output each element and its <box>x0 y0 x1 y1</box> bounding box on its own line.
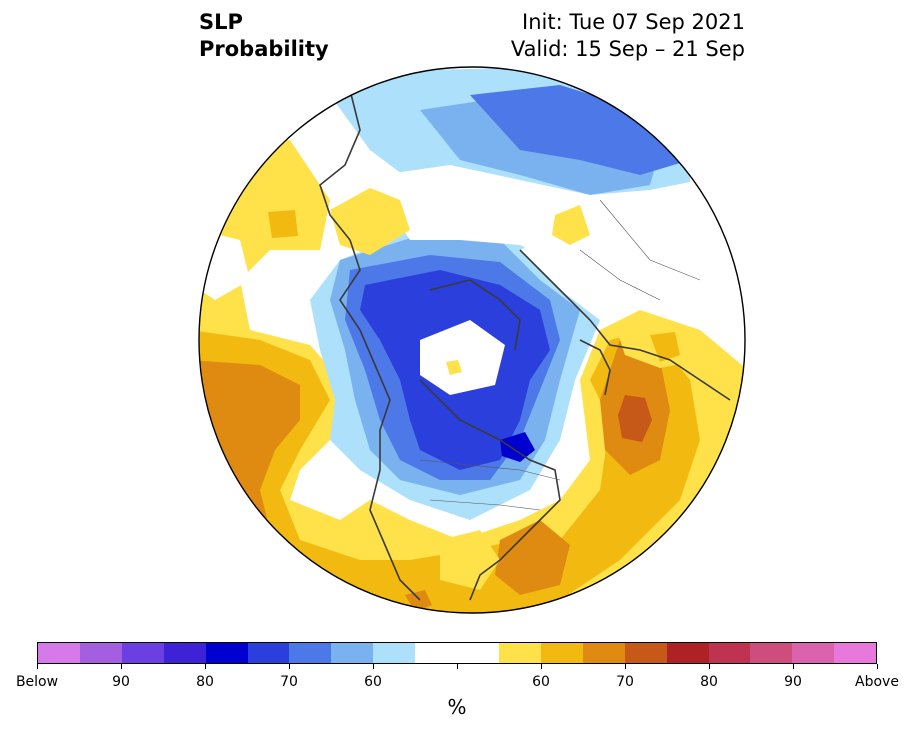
map-boundary <box>198 66 746 614</box>
colorbar-tick <box>37 664 38 669</box>
colorbar-swatch <box>708 643 751 663</box>
colorbar-swatch <box>121 643 164 663</box>
colorbar-swatch <box>205 643 248 663</box>
colorbar-swatch <box>163 643 206 663</box>
colorbar-tick <box>625 664 626 669</box>
border-line-3 <box>599 199 701 281</box>
atlantic-rust-core <box>618 395 652 442</box>
valid-range: Valid: 15 Sep – 21 Sep <box>510 37 745 61</box>
product-label: Probability <box>199 37 329 61</box>
border-line-1 <box>419 459 561 481</box>
colorbar-tick <box>205 664 206 669</box>
greenland-coastline <box>579 339 611 396</box>
gulf-yellow-region <box>440 530 500 590</box>
pacific-gold-region <box>199 330 700 613</box>
coastlines <box>319 89 731 601</box>
gulf-orange-region <box>495 520 570 595</box>
colorbar-tick-label: Below <box>15 674 59 690</box>
borders <box>419 199 701 511</box>
colorbar-tick <box>289 664 290 669</box>
colorbar-tick <box>793 664 794 669</box>
asia-yellow-patch <box>552 205 590 245</box>
europe-coastline <box>519 249 731 401</box>
colorbar-swatch <box>834 643 877 663</box>
colorbar-swatch <box>79 643 122 663</box>
pacific-gold-spot <box>268 210 298 238</box>
polar-yellow-spot <box>446 360 462 375</box>
arctic-islands-coastline <box>429 279 521 351</box>
north-america-coastline <box>419 379 561 601</box>
border-line-2 <box>429 499 541 511</box>
colorbar-swatch <box>498 643 541 663</box>
colorbar-swatch <box>666 643 709 663</box>
colorbar-unit: % <box>447 695 467 719</box>
europe-gold-patch <box>650 332 680 362</box>
polar-map <box>198 66 746 614</box>
colorbar-swatch <box>582 643 625 663</box>
init-date: Init: Tue 07 Sep 2021 <box>522 10 745 34</box>
chart-title: SLP Probability <box>199 9 329 63</box>
colorbar-tick-label: 60 <box>532 674 550 690</box>
colorbar-tick-label: 80 <box>700 674 718 690</box>
colorbar <box>37 642 877 664</box>
colorbar-swatch <box>289 643 332 663</box>
colorbar-tick-label: 60 <box>364 674 382 690</box>
colorbar-swatch <box>792 643 835 663</box>
colorbar-tick-label: 90 <box>112 674 130 690</box>
probability-field <box>199 67 745 613</box>
border-line-4 <box>579 249 661 301</box>
colorbar-swatch <box>624 643 667 663</box>
variable-label: SLP <box>199 10 243 34</box>
colorbar-tick-label: 70 <box>280 674 298 690</box>
colorbar-tick-label: 70 <box>616 674 634 690</box>
colorbar-tick <box>373 664 374 669</box>
colorbar-swatch <box>457 643 499 663</box>
colorbar-tick <box>457 664 458 669</box>
colorbar-tick <box>877 664 878 669</box>
colorbar-tick <box>541 664 542 669</box>
colorbar-swatch <box>415 643 458 663</box>
forecast-dates: Init: Tue 07 Sep 2021 Valid: 15 Sep – 21… <box>511 9 745 63</box>
colorbar-swatch <box>38 643 80 663</box>
colorbar-swatch <box>540 643 583 663</box>
colorbar-tick <box>121 664 122 669</box>
colorbar-swatch <box>331 643 374 663</box>
colorbar-swatch <box>247 643 290 663</box>
siberia-yellow-patch <box>330 188 410 255</box>
colorbar-tick-label: Above <box>855 674 899 690</box>
colorbar-tick <box>709 664 710 669</box>
polar-white-hole <box>420 320 505 395</box>
dark-blue-core <box>500 432 535 462</box>
colorbar-tick-label: 90 <box>784 674 802 690</box>
colorbar-swatch <box>750 643 793 663</box>
asia-coastline <box>319 89 421 601</box>
small-orange-spot <box>405 590 432 612</box>
eurasia-white-region <box>380 165 745 330</box>
colorbar-tick-label: 80 <box>196 674 214 690</box>
colorbar-swatch <box>373 643 416 663</box>
